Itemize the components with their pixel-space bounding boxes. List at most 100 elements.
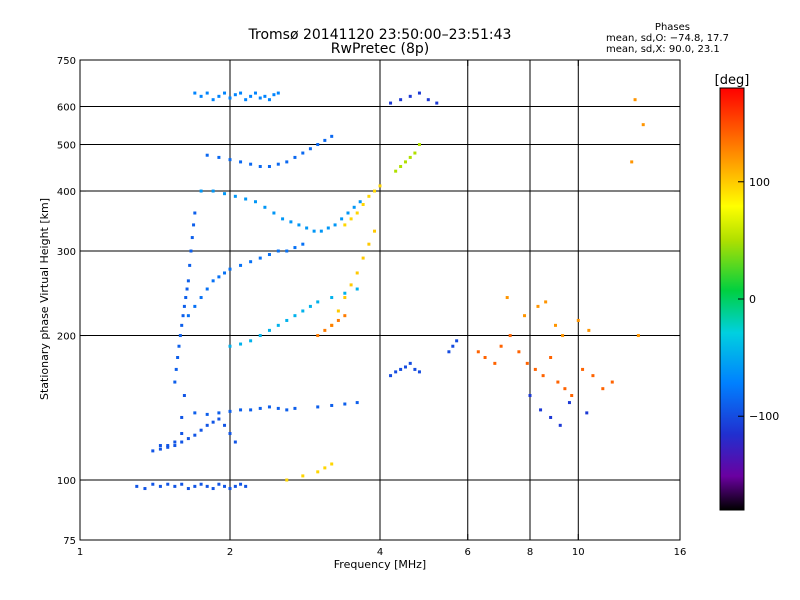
data-point — [217, 94, 221, 98]
data-point — [228, 96, 232, 100]
data-point — [413, 151, 417, 155]
data-point — [205, 287, 209, 291]
data-point — [389, 374, 393, 378]
data-point — [217, 417, 221, 421]
x-axis-label: Frequency [MHz] — [333, 558, 427, 571]
data-point — [272, 93, 276, 97]
data-point — [258, 406, 262, 410]
data-point — [563, 387, 567, 391]
phase-heading: Phases — [654, 22, 690, 33]
data-point — [180, 323, 184, 327]
colorbar-tick-label: 100 — [749, 176, 770, 189]
data-point — [316, 405, 320, 409]
data-point — [308, 147, 312, 151]
data-point — [281, 217, 285, 221]
data-point — [258, 256, 262, 260]
data-point — [336, 309, 340, 313]
y-tick-label: 600 — [57, 103, 76, 114]
data-point — [166, 445, 170, 449]
data-point — [158, 447, 162, 451]
data-point — [199, 94, 203, 98]
data-point — [233, 93, 237, 97]
data-point — [173, 440, 177, 444]
data-point — [285, 160, 289, 164]
data-point — [476, 350, 480, 354]
data-point — [585, 411, 589, 415]
x-tick-label: 6 — [465, 547, 471, 558]
data-point — [193, 411, 197, 415]
data-point — [343, 291, 347, 295]
data-point — [567, 401, 571, 405]
data-point — [211, 98, 215, 102]
data-point — [174, 367, 178, 371]
data-point — [323, 138, 327, 142]
data-point — [493, 361, 497, 365]
data-point — [249, 408, 253, 412]
data-point — [177, 344, 181, 348]
data-point — [355, 211, 359, 215]
data-point — [193, 211, 197, 215]
y-tick-label: 75 — [63, 536, 76, 547]
data-point — [316, 300, 320, 304]
data-point — [517, 350, 521, 354]
data-point — [525, 361, 529, 365]
data-point — [228, 487, 232, 491]
data-point — [539, 408, 543, 412]
data-point — [193, 91, 197, 95]
data-point — [570, 394, 574, 398]
data-point — [408, 94, 412, 98]
data-point — [180, 432, 184, 436]
data-point — [641, 123, 645, 127]
data-point — [330, 462, 334, 466]
data-point — [333, 223, 337, 227]
data-point — [561, 334, 565, 338]
data-point — [253, 91, 257, 95]
data-point — [158, 484, 162, 488]
data-point — [173, 444, 177, 448]
data-point — [211, 420, 215, 424]
data-point — [319, 229, 323, 233]
y-tick-label: 400 — [57, 187, 76, 198]
data-point — [180, 415, 184, 419]
data-point — [239, 91, 243, 95]
data-point — [435, 101, 439, 105]
data-point — [633, 98, 637, 102]
data-point — [330, 323, 334, 327]
data-point — [285, 408, 289, 412]
data-point — [285, 478, 289, 482]
data-point — [186, 279, 190, 283]
data-point — [355, 287, 359, 291]
y-tick-label: 750 — [57, 56, 76, 67]
data-point — [205, 91, 209, 95]
phase-o-stats: mean, sd,O: −74.8, 17.7 — [606, 33, 729, 44]
data-point — [358, 200, 362, 204]
colorbar-tick-label: 0 — [749, 293, 756, 306]
data-point — [258, 164, 262, 168]
data-point — [211, 279, 215, 283]
y-tick-label: 100 — [57, 476, 76, 487]
data-point — [182, 394, 186, 398]
data-point — [630, 160, 634, 164]
data-point — [528, 394, 532, 398]
data-point — [297, 223, 301, 227]
data-point — [192, 223, 196, 227]
data-points — [135, 91, 645, 491]
data-point — [367, 242, 371, 246]
data-point — [361, 202, 365, 206]
data-point — [451, 344, 455, 348]
data-point — [389, 101, 393, 105]
data-point — [186, 314, 190, 318]
data-point — [272, 211, 276, 215]
data-point — [349, 283, 353, 287]
data-point — [181, 314, 185, 318]
data-point — [276, 91, 280, 95]
colorbar-label: [deg] — [715, 73, 750, 88]
data-point — [249, 339, 253, 343]
data-point — [228, 409, 232, 413]
data-point — [399, 164, 403, 168]
data-point — [505, 296, 509, 300]
data-point — [186, 487, 190, 491]
data-point — [151, 482, 155, 486]
data-point — [308, 304, 312, 308]
data-point — [176, 355, 180, 359]
